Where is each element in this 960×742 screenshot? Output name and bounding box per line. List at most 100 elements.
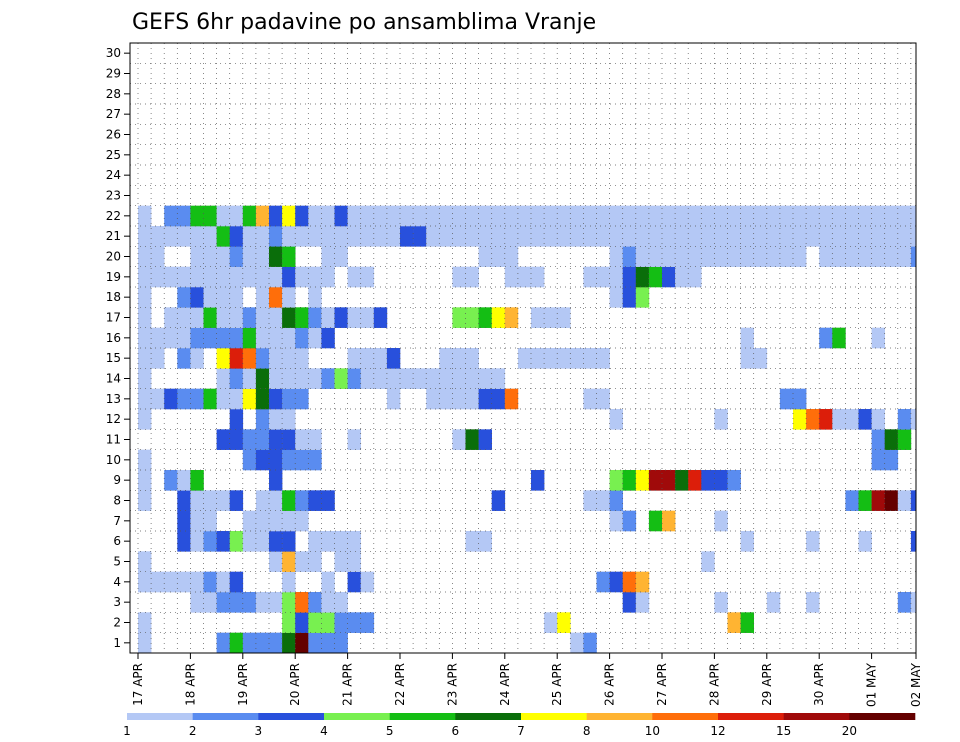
legend-swatch (652, 713, 719, 720)
legend-label: 6 (452, 724, 460, 738)
cell-member-17-step-30 (531, 307, 545, 328)
cell-member-21-step-23 (439, 226, 453, 247)
cell-member-10-step-0 (138, 449, 152, 471)
cell-member-22-step-35 (596, 205, 610, 227)
cell-member-20-step-0 (138, 246, 152, 267)
cell-member-4-step-7 (229, 571, 244, 593)
cell-member-21-step-25 (465, 226, 479, 247)
cell-member-21-step-49 (779, 226, 794, 247)
cell-member-21-step-34 (583, 226, 597, 247)
cell-member-20-step-11 (282, 246, 296, 267)
y-tick-label: 21 (106, 229, 121, 243)
cell-member-22-step-29 (517, 205, 532, 227)
cell-member-17-step-0 (138, 307, 152, 328)
cell-member-15-step-4 (190, 348, 204, 369)
cell-member-14-step-22 (426, 368, 440, 389)
cell-member-16-step-10 (269, 327, 283, 349)
cell-member-6-step-16 (347, 531, 361, 552)
cell-member-1-step-34 (583, 632, 597, 654)
x-tick-label: 21 APR (341, 663, 355, 706)
cell-member-14-step-26 (478, 368, 492, 389)
x-axis: 17 APR 18 APR 19 APR 20 APR 21 APR 22 APR 23 A… (131, 653, 923, 707)
cell-member-3-step-58 (897, 592, 912, 613)
cell-member-21-step-26 (478, 226, 492, 247)
cell-member-21-step-1 (151, 226, 165, 247)
cell-member-15-step-6 (216, 348, 230, 369)
cell-member-19-step-40 (662, 266, 676, 288)
cell-member-17-step-16 (347, 307, 361, 328)
cell-member-1-step-7 (229, 632, 244, 654)
cell-member-21-step-21 (413, 226, 427, 247)
cell-member-22-step-53 (832, 205, 846, 227)
cell-member-18-step-7 (229, 287, 244, 308)
cell-member-13-step-6 (216, 388, 230, 410)
cell-member-6-step-13 (308, 531, 322, 552)
cell-member-8-step-4 (190, 490, 204, 511)
heatmap-grid (130, 43, 916, 653)
y-axis: 1234567891011121314151617181920212223242… (106, 46, 130, 650)
cell-member-21-step-43 (701, 226, 715, 247)
cell-member-11-step-56 (871, 429, 885, 450)
cell-member-20-step-7 (229, 246, 244, 267)
y-tick-label: 4 (113, 575, 121, 589)
cell-member-15-step-25 (465, 348, 479, 369)
cell-member-21-step-44 (714, 226, 728, 247)
legend-label: 5 (386, 724, 394, 738)
cell-member-12-step-9 (255, 409, 270, 430)
cell-member-18-step-5 (203, 287, 217, 308)
x-tick-label: 02 MAY (909, 662, 923, 707)
cell-member-10-step-13 (308, 449, 322, 471)
cell-member-18-step-37 (622, 287, 637, 308)
y-tick-label: 25 (106, 148, 121, 162)
cell-member-21-step-5 (203, 226, 217, 247)
cell-member-5-step-0 (138, 551, 152, 572)
cell-member-22-step-47 (753, 205, 768, 227)
cell-member-15-step-46 (740, 348, 754, 369)
legend-label: 3 (255, 724, 263, 738)
cell-member-13-step-27 (491, 388, 506, 410)
cell-member-21-step-31 (544, 226, 558, 247)
cell-member-4-step-35 (596, 571, 610, 593)
cell-member-21-step-27 (491, 226, 506, 247)
cell-member-19-step-17 (360, 266, 375, 288)
cell-member-20-step-9 (255, 246, 270, 267)
cell-member-17-step-28 (504, 307, 519, 328)
legend-swatch (192, 713, 259, 720)
cell-member-8-step-57 (884, 490, 899, 511)
cell-member-22-step-43 (701, 205, 715, 227)
cell-member-21-step-33 (570, 226, 584, 247)
cell-member-13-step-26 (478, 388, 492, 410)
cell-member-19-step-16 (347, 266, 361, 288)
cell-member-17-step-18 (373, 307, 388, 328)
cell-member-13-step-24 (452, 388, 466, 410)
cell-member-20-step-48 (766, 246, 781, 267)
cell-member-13-step-35 (596, 388, 610, 410)
cell-member-19-step-5 (203, 266, 217, 288)
cell-member-22-step-13 (308, 205, 322, 227)
cell-member-19-step-34 (583, 266, 597, 288)
legend-label: 4 (320, 724, 328, 738)
cell-member-12-step-10 (269, 409, 283, 430)
y-tick-label: 17 (106, 311, 121, 325)
cell-member-14-step-25 (465, 368, 479, 389)
cell-member-21-step-41 (675, 226, 689, 247)
cell-member-11-step-16 (347, 429, 361, 450)
cell-member-12-step-11 (282, 409, 296, 430)
cell-member-12-step-50 (793, 409, 807, 430)
cell-member-7-step-39 (648, 510, 663, 532)
cell-member-22-step-10 (269, 205, 283, 227)
cell-member-6-step-55 (858, 531, 872, 552)
cell-member-15-step-3 (177, 348, 191, 369)
legend-swatch (849, 713, 916, 720)
cell-member-22-step-6 (216, 205, 230, 227)
cell-member-13-step-7 (229, 388, 244, 410)
x-tick-label: 24 APR (498, 663, 512, 706)
cell-member-21-step-6 (216, 226, 230, 247)
cell-member-13-step-28 (504, 388, 519, 410)
cell-member-10-step-8 (242, 449, 257, 471)
cell-member-4-step-2 (164, 571, 178, 593)
y-tick-label: 19 (106, 270, 121, 284)
cell-member-2-step-15 (334, 612, 348, 633)
cell-member-22-step-20 (400, 205, 414, 227)
cell-member-1-step-14 (321, 632, 335, 654)
